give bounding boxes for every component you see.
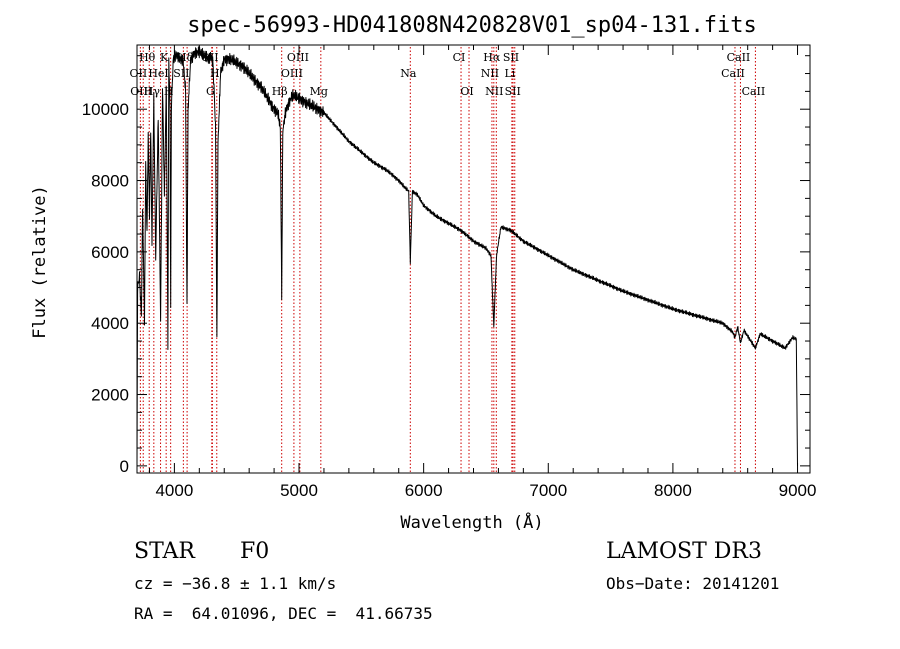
spectral-line-label: OIII bbox=[287, 51, 309, 64]
survey-name: LAMOST DR3 bbox=[606, 539, 762, 564]
chart-title: spec-56993-HD041808N420828V01_sp04-131.f… bbox=[187, 13, 757, 38]
y-tick-label: 8000 bbox=[91, 172, 129, 191]
spectral-line-label: Mg bbox=[310, 85, 328, 98]
series-line-flux bbox=[136, 46, 798, 466]
spectral-line-label: SII bbox=[173, 67, 189, 80]
observation-date: Obs−Date: 20141201 bbox=[606, 574, 780, 593]
object-class: STAR bbox=[134, 539, 195, 564]
spectral-line-label: SII bbox=[505, 85, 521, 98]
x-axis-label: Wavelength (Å) bbox=[400, 511, 543, 533]
object-subclass: F0 bbox=[240, 539, 270, 564]
axis-ticks: 4000 5000 6000 7000 8000 9000 0 2000 4000 6000 800… bbox=[82, 45, 817, 500]
x-tick-label: 6000 bbox=[405, 481, 443, 500]
x-tick-label: 8000 bbox=[654, 481, 692, 500]
spectral-line-label: Na bbox=[400, 67, 417, 80]
series-group bbox=[136, 46, 798, 466]
spectral-line-label: K bbox=[160, 51, 169, 64]
y-tick-label: 10000 bbox=[82, 100, 129, 119]
spectral-line-label: OIII bbox=[281, 67, 303, 80]
x-tick-label: 4000 bbox=[155, 481, 193, 500]
x-tick-label: 9000 bbox=[779, 481, 817, 500]
spectral-line-label: CI bbox=[453, 51, 466, 64]
coordinates: RA = 64.01096, DEC = 41.66735 bbox=[134, 604, 433, 623]
redshift-info: cz = −36.8 ± 1.1 km/s bbox=[134, 574, 337, 593]
spectral-line-label: CaII bbox=[742, 85, 766, 98]
y-tick-label: 2000 bbox=[91, 386, 129, 405]
spectral-line-label: OI bbox=[460, 85, 473, 98]
spectral-line-label: Hβ bbox=[272, 85, 288, 98]
y-tick-label: 6000 bbox=[91, 243, 129, 262]
spectral-line-label: CaII bbox=[721, 67, 745, 80]
spectral-line-label: NII bbox=[485, 85, 503, 98]
spectral-line-label: NII bbox=[481, 67, 499, 80]
spectral-line-label: CaII bbox=[727, 51, 751, 64]
x-tick-label: 7000 bbox=[529, 481, 567, 500]
spectral-line-label: Hα bbox=[483, 51, 501, 64]
y-axis-label: Flux (relative) bbox=[30, 185, 50, 339]
spectral-line-label: SII bbox=[503, 51, 519, 64]
x-tick-label: 5000 bbox=[280, 481, 318, 500]
spectral-line-label: HeI bbox=[148, 67, 168, 80]
y-tick-label: 4000 bbox=[91, 314, 129, 333]
spectral-line-label: G bbox=[206, 85, 215, 98]
spectral-line-label: Hγ bbox=[144, 85, 161, 98]
plot-frame bbox=[136, 44, 811, 474]
spectral-line-label: H bbox=[210, 67, 220, 80]
y-tick-label: 0 bbox=[120, 457, 129, 476]
spectral-line-label: Hθ bbox=[139, 51, 156, 64]
line-markers bbox=[139, 47, 756, 473]
spectral-line-label: Li bbox=[504, 67, 515, 80]
